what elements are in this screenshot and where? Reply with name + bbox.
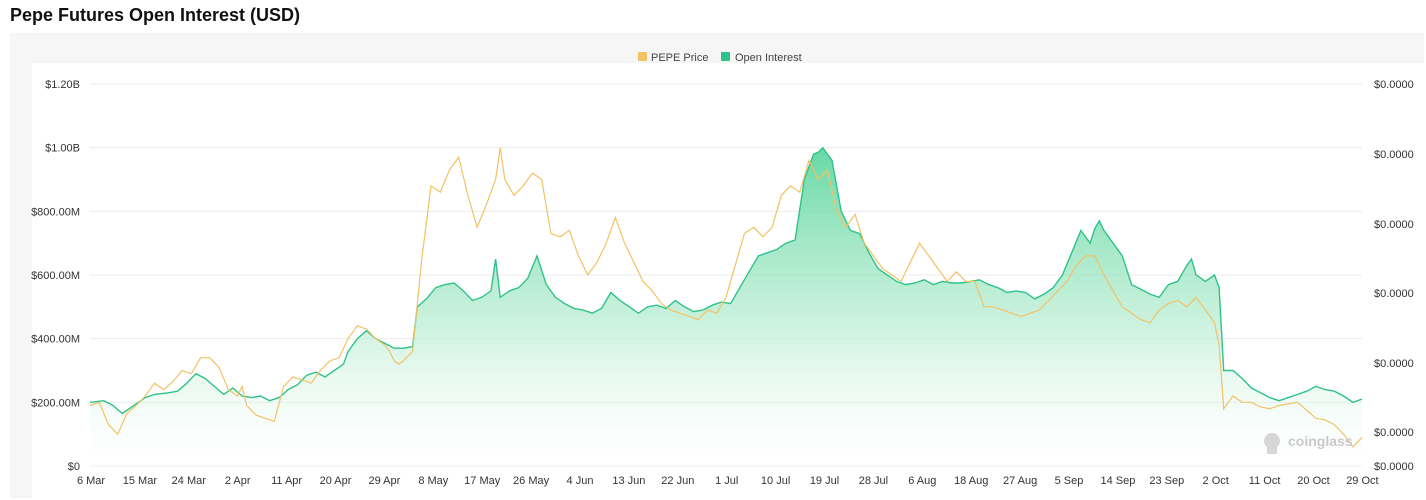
y-right-tick-label: $0.0000 bbox=[1374, 288, 1414, 300]
y-left-tick-label: $1.00B bbox=[45, 143, 80, 155]
legend-label-open-interest: Open Interest bbox=[735, 52, 802, 64]
open-interest-line bbox=[89, 146, 1363, 415]
x-tick-label: 28 Jul bbox=[859, 475, 888, 487]
x-tick-label: 29 Oct bbox=[1346, 475, 1378, 487]
x-tick-label: 20 Apr bbox=[320, 475, 352, 487]
x-tick-label: 5 Sep bbox=[1055, 475, 1084, 487]
x-tick-label: 24 Mar bbox=[172, 475, 207, 487]
x-tick-label: 22 Jun bbox=[661, 475, 694, 487]
y-left-tick-label: $600.00M bbox=[31, 270, 80, 282]
y-axis-right: $0.0000 $0.0000 $0.0000 $0.0000 $0.0000 $0.00… bbox=[1374, 79, 1414, 473]
y-right-tick-label: $0.0000 bbox=[1374, 79, 1414, 91]
x-tick-label: 11 Apr bbox=[271, 475, 302, 487]
x-tick-label: 13 Jun bbox=[612, 475, 645, 487]
legend-item-pepe-price[interactable]: PEPE Price bbox=[638, 52, 708, 64]
y-right-tick-label: $0.0000 bbox=[1374, 461, 1414, 473]
watermark: coinglass bbox=[1264, 433, 1353, 454]
coinglass-logo-icon bbox=[1264, 433, 1280, 454]
x-tick-label: 20 Oct bbox=[1297, 475, 1329, 487]
y-axis-left: $0 $200.00M $400.00M $600.00M $800.00M $1.00B… bbox=[31, 79, 80, 473]
watermark-text: coinglass bbox=[1288, 433, 1353, 449]
x-tick-label: 1 Jul bbox=[715, 475, 738, 487]
x-tick-label: 2 Oct bbox=[1203, 475, 1229, 487]
legend: PEPE Price Open Interest bbox=[638, 52, 802, 64]
x-tick-label: 15 Mar bbox=[123, 475, 158, 487]
x-tick-label: 14 Sep bbox=[1100, 475, 1135, 487]
x-tick-label: 6 Mar bbox=[77, 475, 105, 487]
legend-label-price: PEPE Price bbox=[651, 52, 708, 64]
y-left-tick-label: $0 bbox=[68, 461, 80, 473]
x-tick-label: 6 Aug bbox=[908, 475, 936, 487]
x-tick-label: 17 May bbox=[464, 475, 501, 487]
y-left-tick-label: $800.00M bbox=[31, 206, 80, 218]
x-tick-label: 27 Aug bbox=[1003, 475, 1037, 487]
y-right-tick-label: $0.0000 bbox=[1374, 149, 1414, 161]
x-tick-label: 10 Jul bbox=[761, 475, 790, 487]
x-tick-label: 18 Aug bbox=[954, 475, 988, 487]
x-tick-label: 19 Jul bbox=[810, 475, 839, 487]
y-right-tick-label: $0.0000 bbox=[1374, 358, 1414, 370]
x-tick-label: 4 Jun bbox=[567, 475, 594, 487]
x-tick-label: 29 Apr bbox=[368, 475, 400, 487]
x-axis: 6 Mar 15 Mar 24 Mar 2 Apr 11 Apr 20 Apr 29 Apr… bbox=[77, 475, 1379, 487]
x-tick-label: 2 Apr bbox=[225, 475, 251, 487]
y-left-tick-label: $200.00M bbox=[31, 397, 80, 409]
x-tick-label: 11 Oct bbox=[1249, 475, 1281, 487]
pepe-price-line bbox=[89, 147, 1363, 448]
page-title: Pepe Futures Open Interest (USD) bbox=[10, 5, 301, 25]
legend-item-open-interest[interactable]: Open Interest bbox=[721, 52, 802, 64]
legend-swatch-price bbox=[638, 52, 647, 61]
x-tick-label: 23 Sep bbox=[1149, 475, 1184, 487]
y-right-tick-label: $0.0000 bbox=[1374, 427, 1414, 439]
legend-swatch-oi bbox=[721, 52, 730, 61]
y-right-tick-label: $0.0000 bbox=[1374, 219, 1414, 231]
x-tick-label: 26 May bbox=[513, 475, 550, 487]
x-tick-label: 8 May bbox=[418, 475, 448, 487]
y-left-tick-label: $1.20B bbox=[45, 79, 80, 91]
open-interest-area bbox=[90, 147, 1362, 466]
y-left-tick-label: $400.00M bbox=[31, 334, 80, 346]
